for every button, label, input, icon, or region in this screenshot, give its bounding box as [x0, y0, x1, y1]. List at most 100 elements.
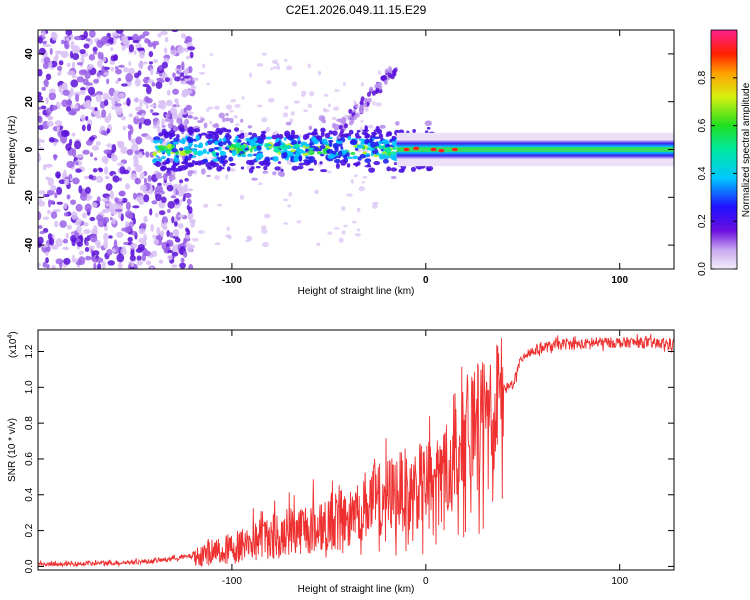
spectrogram-ytick-label: 0	[24, 146, 35, 152]
spectrogram-core-blob	[257, 137, 264, 145]
spectrogram-noise-blob	[86, 123, 92, 132]
spectrogram-core-blob	[225, 112, 229, 117]
spectrogram-core-blob	[215, 133, 220, 140]
spectrogram-streak-blob	[383, 79, 388, 85]
spectrogram-noise-blob	[50, 185, 57, 192]
spectrogram-noise-blob	[54, 120, 63, 126]
spectrogram-noise-blob	[46, 120, 54, 127]
spectrogram-noise-blob	[96, 39, 104, 48]
spectrogram-noise-blob	[148, 50, 154, 58]
spectrogram-core-blob	[203, 122, 208, 129]
spectrogram-noise-blob	[115, 80, 120, 84]
spectrogram-noise-blob	[184, 89, 193, 95]
snr-ytick-label: 1.0	[24, 380, 35, 394]
spectrogram-faint-speck	[187, 214, 192, 221]
spectrogram-core-blob	[305, 156, 313, 160]
spectrogram-noise-blob	[163, 221, 167, 230]
spectrogram-noise-blob	[75, 93, 80, 103]
spectrogram-noise-blob	[43, 78, 49, 88]
spectrogram-core-blob	[390, 151, 398, 156]
spectrogram-noise-blob	[66, 224, 73, 230]
spectrogram-streak-blob	[367, 97, 372, 103]
spectrogram-noise-blob	[158, 79, 165, 83]
spectrogram-core-blob	[262, 170, 269, 174]
spectrogram-noise-blob	[135, 115, 140, 119]
spectrogram-faint-speck	[377, 70, 382, 76]
spectrogram-core-blob	[227, 141, 232, 146]
spectrogram-core-blob	[196, 150, 204, 156]
spectrogram-core-blob	[273, 146, 279, 149]
spectrogram-xtick-label: 0	[423, 275, 429, 286]
spectrogram-noise-blob	[130, 143, 139, 153]
spectrogram-noise-blob	[85, 255, 92, 261]
spectrogram-noise-blob	[128, 44, 135, 53]
spectrogram-noise-blob	[126, 149, 134, 156]
spectrogram-noise-blob	[58, 60, 64, 66]
spectrogram-noise-blob	[113, 239, 118, 249]
spectrogram-faint-speck	[285, 65, 293, 71]
spectrogram-noise-blob	[38, 262, 41, 268]
spectrogram-noise-blob	[128, 132, 132, 141]
spectrogram-faint-speck	[276, 62, 280, 67]
spectrogram-noise-blob	[167, 200, 176, 209]
spectrogram-noise-blob	[85, 241, 89, 247]
spectrogram-core-blob	[346, 156, 353, 160]
spectrogram-faint-speck	[356, 207, 361, 213]
spectrogram-noise-blob	[126, 97, 131, 107]
spectrogram-noise-blob	[116, 231, 124, 238]
spectrogram-noise-blob	[65, 143, 72, 152]
spectrogram-core-blob	[307, 147, 314, 151]
spectrogram-core-blob	[272, 155, 279, 162]
spectrogram-core-blob	[346, 152, 350, 157]
spectrogram-core-blob	[263, 165, 268, 171]
spectrogram-core-blob	[227, 135, 232, 140]
spectrogram-noise-blob	[96, 59, 103, 68]
spectrogram-noise-blob	[133, 97, 140, 103]
spectrogram-noise-blob	[167, 255, 173, 261]
spectrogram-noise-blob	[96, 242, 102, 249]
spectrogram-noise-blob	[134, 78, 141, 87]
spectrogram-core-blob	[378, 145, 385, 150]
spectrogram-noise-blob	[71, 75, 77, 79]
snr-frame	[37, 329, 675, 571]
spectrogram-faint-speck	[265, 126, 271, 132]
spectrogram-noise-blob	[183, 67, 190, 76]
spectrogram-core-blob	[239, 151, 245, 154]
spectrogram-noise-blob	[45, 257, 49, 264]
spectrogram-faint-speck	[271, 59, 279, 65]
spectrogram-noise-blob	[136, 255, 142, 262]
spectrogram-noise-blob	[115, 68, 122, 75]
spectrogram-noise-blob	[102, 208, 108, 213]
spectrogram-core-blob	[291, 140, 298, 145]
spectrogram-core-blob	[164, 161, 170, 165]
spectrogram-core-blob	[298, 154, 303, 161]
spectrogram-xtick-label: 100	[611, 275, 628, 286]
spectrogram-core-blob	[179, 127, 185, 133]
spectrogram-core-blob	[368, 167, 376, 173]
spectrogram-noise-blob	[151, 82, 156, 87]
spectrogram-noise-blob	[138, 122, 142, 130]
spectrogram-noise-blob	[118, 64, 125, 68]
svg-text:(x104): (x104)	[7, 331, 19, 358]
spectrogram-noise-blob	[158, 259, 164, 264]
snr-ytick-label: 0.6	[24, 452, 35, 466]
spectrogram-core-blob	[332, 142, 339, 150]
spectrogram-noise-blob	[122, 125, 127, 131]
spectrogram-noise-blob	[150, 223, 154, 232]
spectrogram-noise-blob	[100, 52, 104, 61]
spectrogram-noise-blob	[120, 247, 127, 256]
spectrogram-noise-blob	[74, 104, 79, 109]
spectrogram-noise-blob	[103, 232, 109, 242]
spectrogram-core-blob	[316, 151, 323, 155]
spectrogram-core-blob	[202, 148, 207, 154]
spectrogram-core-blob	[291, 134, 299, 139]
spectrogram-core-blob	[250, 166, 255, 170]
spectrogram-noise-blob	[134, 72, 140, 79]
spectrogram-core-blob	[364, 164, 372, 168]
spectrogram-noise-blob	[160, 30, 168, 36]
spectrogram-faint-speck	[257, 182, 263, 186]
spectrogram-noise-blob	[110, 47, 114, 52]
spectrogram-core-blob	[357, 156, 362, 161]
spectrogram-noise-blob	[129, 254, 136, 262]
spectrogram-faint-speck	[375, 102, 382, 107]
